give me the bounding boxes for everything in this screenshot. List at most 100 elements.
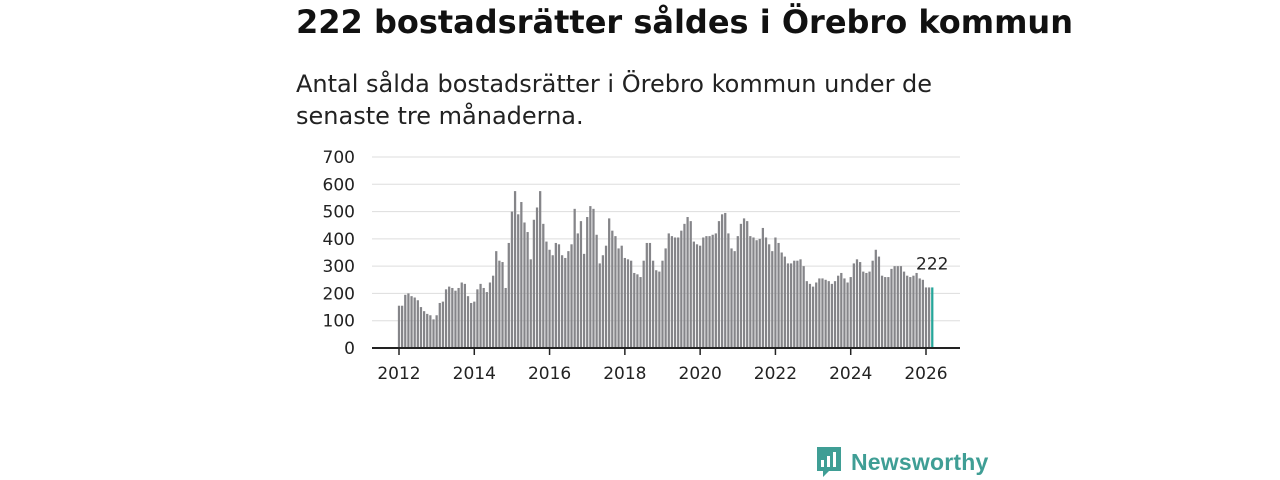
bar [896, 266, 899, 348]
bar [777, 242, 780, 348]
bar [463, 283, 467, 348]
bar [651, 260, 655, 348]
logo-text: Newsworthy [851, 448, 989, 475]
bar [877, 256, 881, 348]
bar [482, 287, 485, 348]
bar [401, 305, 404, 348]
bar [689, 221, 692, 348]
bar [673, 237, 677, 348]
bar [573, 208, 576, 348]
bar [620, 245, 623, 348]
bar [736, 236, 739, 348]
bar [579, 221, 583, 348]
bar [532, 219, 536, 348]
bar [623, 257, 626, 348]
bar [683, 223, 686, 348]
bar [670, 236, 674, 348]
bar [805, 281, 808, 348]
bar [495, 251, 498, 348]
bar [918, 278, 921, 348]
bar [501, 262, 504, 348]
newsworthy-logo-icon [817, 447, 841, 477]
bar [849, 277, 852, 348]
bar [818, 278, 821, 348]
bar [466, 296, 470, 348]
bar [733, 251, 736, 348]
bar [407, 293, 410, 348]
bar [491, 275, 495, 348]
bar [448, 286, 451, 348]
bar [488, 282, 492, 348]
bar [410, 296, 413, 348]
bar [589, 206, 592, 348]
bar [539, 191, 542, 348]
bar [507, 242, 510, 348]
bar [473, 301, 476, 348]
bar [648, 242, 652, 348]
bar [868, 271, 871, 348]
bar [764, 237, 768, 348]
y-tick-label: 600 [323, 175, 355, 195]
y-tick-label: 400 [323, 230, 355, 250]
bar [582, 253, 586, 348]
bar [752, 237, 755, 348]
bar [899, 266, 903, 348]
bar [642, 260, 645, 348]
bar [680, 230, 683, 348]
bar [742, 218, 746, 348]
bar [808, 283, 812, 348]
bar [749, 236, 752, 348]
bar [413, 297, 416, 348]
chart-title: 222 bostadsrätter såldes i Örebro kommun [296, 3, 1073, 41]
bar [802, 266, 805, 348]
bar [592, 208, 595, 348]
bar [513, 191, 517, 348]
bar [902, 271, 906, 348]
bar [906, 275, 909, 348]
last-value-label: 222 [916, 254, 948, 274]
bar [774, 237, 777, 348]
bar [633, 272, 636, 348]
bar [692, 241, 695, 348]
bar [604, 245, 608, 348]
bar [890, 268, 893, 348]
bar [840, 272, 843, 348]
bar [429, 315, 432, 348]
bar [432, 319, 435, 348]
bar [852, 263, 855, 348]
bar [796, 260, 799, 348]
bar [843, 278, 846, 348]
y-tick-label: 200 [323, 284, 355, 304]
bar [476, 289, 479, 348]
bar [636, 274, 639, 348]
bar [617, 248, 620, 348]
bar [783, 256, 786, 348]
bar [727, 233, 730, 348]
bar [520, 202, 523, 348]
bar [714, 233, 717, 348]
bar [658, 271, 661, 348]
bar [444, 289, 448, 348]
bar [457, 287, 460, 348]
bar [438, 302, 441, 348]
bar [542, 223, 545, 348]
bar [771, 251, 774, 348]
bar [601, 255, 605, 348]
bar [793, 260, 796, 348]
x-tick-label: 2022 [754, 364, 797, 384]
bar [862, 271, 865, 348]
x-tick-label: 2014 [453, 364, 496, 384]
bar [422, 311, 426, 348]
x-tick-label: 2016 [528, 364, 571, 384]
bar [859, 262, 862, 348]
bar [915, 272, 918, 348]
bar [614, 236, 617, 348]
y-tick-label: 100 [323, 312, 355, 332]
bar [397, 305, 401, 348]
bar [608, 218, 611, 348]
bar [545, 241, 548, 348]
bars [397, 191, 934, 348]
bar [529, 259, 532, 348]
bar [498, 260, 501, 348]
